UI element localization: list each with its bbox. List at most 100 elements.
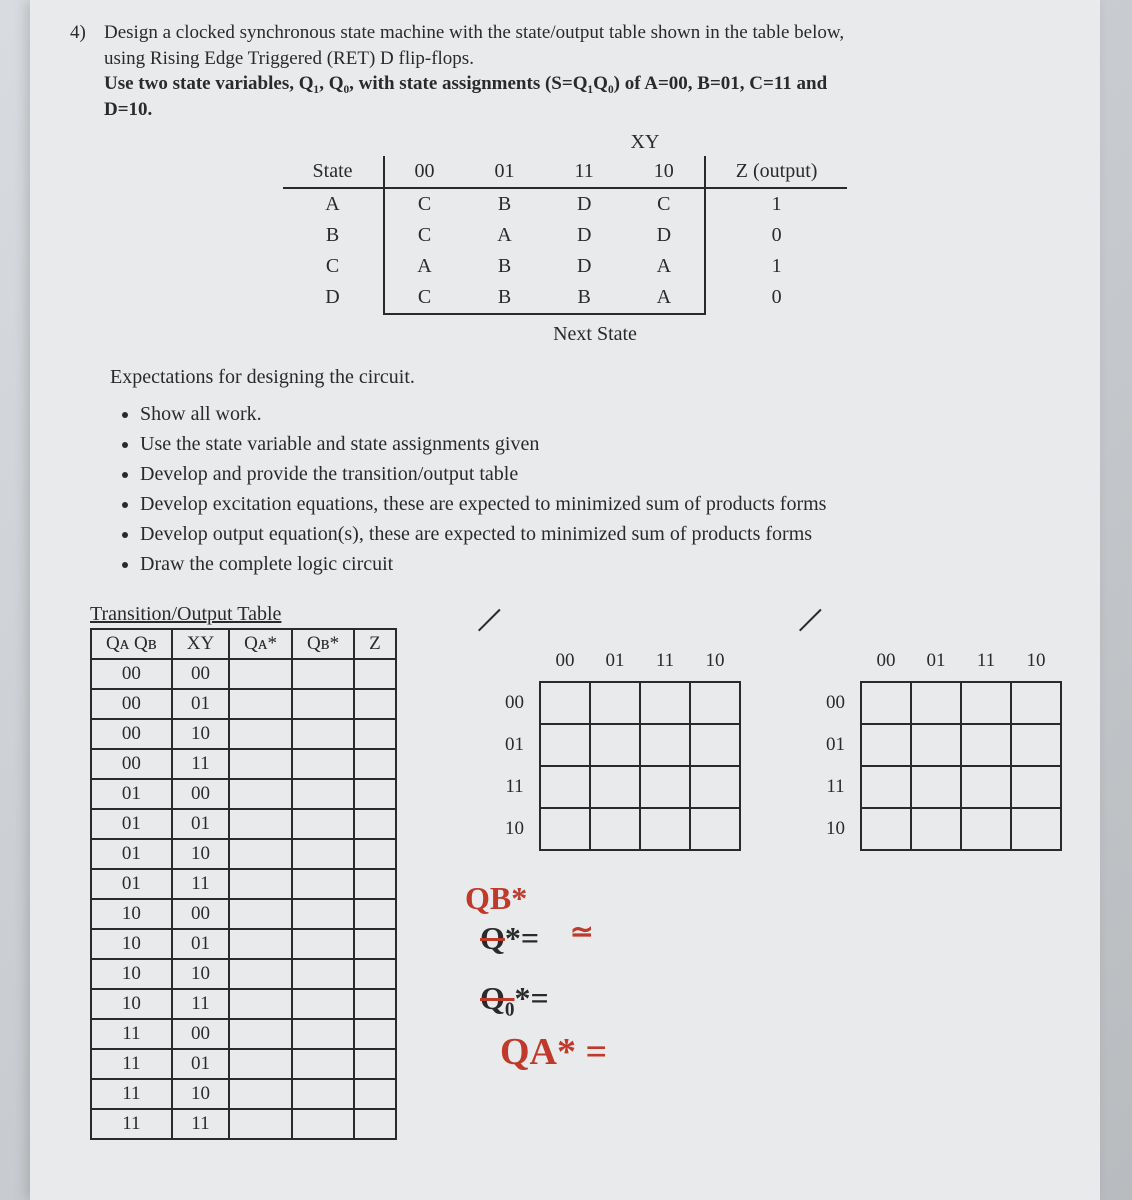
trans-cell: 11 (172, 749, 229, 779)
trans-cell: 10 (172, 1079, 229, 1109)
trans-cell (292, 779, 354, 809)
trans-cell (229, 959, 292, 989)
trans-cell (229, 1109, 292, 1139)
cell: A (384, 251, 465, 282)
trans-cell (292, 899, 354, 929)
trans-cell (229, 899, 292, 929)
trans-cell: 00 (172, 659, 229, 689)
bullet-item: Draw the complete logic circuit (140, 549, 1060, 579)
trans-cell (229, 1079, 292, 1109)
kmap-col: 01 (590, 640, 640, 682)
transition-table-title: Transition/Output Table (90, 603, 1060, 626)
trans-cell (229, 1019, 292, 1049)
cell: B (283, 220, 384, 251)
trans-cell (354, 749, 396, 779)
trans-cell: 10 (172, 839, 229, 869)
trans-cell (354, 869, 396, 899)
state-output-table: State 00 01 11 10 Z (output) ACBDC1 BCAD… (283, 156, 848, 315)
trans-cell (292, 839, 354, 869)
kmap-col: 11 (640, 640, 690, 682)
trans-cell (229, 779, 292, 809)
trans-cell (292, 719, 354, 749)
trans-cell (229, 689, 292, 719)
trans-cell: 01 (172, 689, 229, 719)
trans-cell (354, 1019, 396, 1049)
cell: C (384, 220, 465, 251)
trans-cell: 10 (91, 929, 172, 959)
trans-cell: 10 (91, 989, 172, 1019)
trans-cell (354, 959, 396, 989)
cell: A (624, 251, 705, 282)
problem-line1: Design a clocked synchronous state machi… (104, 22, 844, 43)
cell: D (545, 188, 624, 220)
cell: C (283, 251, 384, 282)
kmap-row: 01 (811, 724, 861, 766)
cell: C (624, 188, 705, 220)
cell: 1 (705, 251, 848, 282)
th-xy: XY (172, 629, 229, 659)
trans-cell (354, 839, 396, 869)
trans-cell: 11 (172, 1109, 229, 1139)
next-state-label: Next State (70, 323, 1060, 346)
handwriting-q0-star: Q₀*= (480, 980, 549, 1017)
trans-cell (292, 1109, 354, 1139)
trans-cell: 00 (172, 779, 229, 809)
trans-cell (292, 869, 354, 899)
trans-cell: 00 (91, 689, 172, 719)
bullet-item: Develop and provide the transition/outpu… (140, 459, 1060, 489)
trans-cell: 01 (91, 809, 172, 839)
kmap-row: 11 (811, 766, 861, 808)
trans-cell (354, 1079, 396, 1109)
trans-cell (292, 959, 354, 989)
cell: C (384, 282, 465, 314)
trans-cell: 01 (91, 869, 172, 899)
th-qa: Qᴀ* (229, 629, 292, 659)
trans-cell: 01 (172, 809, 229, 839)
trans-cell: 11 (91, 1049, 172, 1079)
th-z: Z (354, 629, 396, 659)
trans-cell (354, 659, 396, 689)
kmap-row: 01 (490, 724, 540, 766)
trans-cell: 11 (172, 989, 229, 1019)
cell: D (624, 220, 705, 251)
th-qb: Qʙ* (292, 629, 354, 659)
handwriting-tilde: ≃ (570, 915, 593, 949)
trans-cell (292, 749, 354, 779)
trans-cell (229, 809, 292, 839)
kmap-col: 10 (1011, 640, 1061, 682)
trans-cell (354, 719, 396, 749)
trans-cell: 01 (91, 779, 172, 809)
trans-cell (354, 1109, 396, 1139)
cell: 0 (705, 220, 848, 251)
trans-cell (354, 779, 396, 809)
problem-statement: 4) Design a clocked synchronous state ma… (70, 20, 1060, 123)
trans-cell: 00 (91, 749, 172, 779)
trans-cell: 01 (172, 1049, 229, 1079)
kmap-row: 00 (490, 682, 540, 724)
cell: B (545, 282, 624, 314)
cell: 0 (705, 282, 848, 314)
trans-cell: 10 (172, 959, 229, 989)
trans-cell (229, 719, 292, 749)
trans-cell (229, 989, 292, 1019)
trans-cell (229, 659, 292, 689)
handwriting-qstar-eq: Q*= (480, 920, 539, 957)
q0star-text: *= (514, 980, 548, 1016)
bullet-item: Show all work. (140, 399, 1060, 429)
kmap-row: 11 (490, 766, 540, 808)
cell: A (283, 188, 384, 220)
trans-cell: 10 (91, 959, 172, 989)
xy-header: XY (70, 131, 1060, 154)
trans-cell (229, 929, 292, 959)
trans-cell: 00 (91, 719, 172, 749)
state-table-header-row: State 00 01 11 10 Z (output) (283, 156, 848, 188)
trans-cell (354, 989, 396, 1019)
trans-cell (292, 689, 354, 719)
cell: A (465, 220, 545, 251)
col-10: 10 (624, 156, 705, 188)
kmap-col: 10 (690, 640, 740, 682)
trans-cell: 11 (172, 869, 229, 899)
qstar-text: *= (505, 920, 539, 956)
expectations-list: Show all work. Use the state variable an… (70, 399, 1060, 579)
handwriting-qa-star: QA* = (500, 1030, 607, 1074)
